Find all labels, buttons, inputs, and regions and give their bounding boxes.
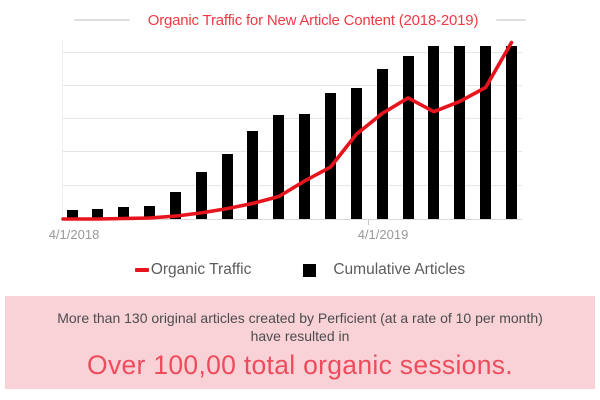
chart-header: Organic Traffic for New Article Content … [0, 8, 600, 32]
bar-5/2019 [402, 56, 414, 219]
bar-1/2019 [299, 114, 311, 219]
gridline [63, 84, 522, 86]
bar-3/2019 [350, 87, 362, 219]
bar-5/2018 [92, 208, 104, 219]
title-rule-right [496, 19, 527, 21]
banner-text-line1: More than 130 original articles created … [57, 310, 543, 326]
chart-legend: Organic Traffic Cumulative Articles [0, 258, 600, 282]
bar-8/2018 [169, 192, 181, 219]
title-rule-left [73, 19, 130, 21]
plot-area [61, 40, 522, 225]
bar-7/2019 [454, 46, 466, 219]
bar-4/2019 [376, 69, 388, 219]
gridline [63, 118, 522, 120]
legend-label-organic-traffic: Organic Traffic [150, 261, 252, 278]
legend-item-organic-traffic: Organic Traffic [134, 261, 252, 279]
gridline [63, 151, 522, 153]
summary-banner: More than 130 original articles created … [5, 296, 595, 389]
bar-9/2018 [195, 172, 207, 219]
banner-text-line2: have resulted in [250, 328, 350, 345]
banner-highlight-text: Over 100,00 total organic sessions. [87, 350, 513, 381]
x-axis-label-2019: 4/1/2019 [357, 227, 409, 242]
line-series-organic-traffic [61, 40, 514, 221]
legend-label-cumulative-articles: Cumulative Articles [333, 261, 466, 278]
legend-item-cumulative-articles: Cumulative Articles [303, 261, 465, 279]
x-axis-label-2018: 4/1/2018 [48, 227, 100, 242]
bar-6/2019 [428, 46, 440, 219]
gridline [63, 51, 522, 53]
bar-4/2018 [66, 210, 78, 219]
bar-2/2019 [325, 92, 336, 219]
organic-traffic-line [61, 40, 514, 221]
bar-11/2018 [247, 130, 259, 219]
bar-10/2018 [221, 154, 233, 219]
x-axis-tick [368, 219, 369, 225]
bar-8/2019 [480, 46, 492, 219]
chart-title: Organic Traffic for New Article Content … [147, 11, 479, 29]
bar-7/2018 [144, 206, 156, 219]
red-line-marker-icon [134, 268, 149, 272]
gridline [63, 184, 522, 186]
bar-12/2018 [273, 115, 285, 219]
bar-6/2018 [118, 206, 130, 219]
bar-9/2019 [505, 46, 517, 219]
black-square-marker-icon [303, 263, 317, 277]
